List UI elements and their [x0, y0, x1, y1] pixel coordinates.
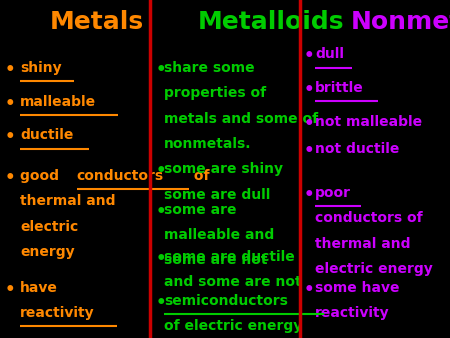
Text: •: • — [4, 281, 15, 298]
Text: properties of: properties of — [164, 86, 266, 100]
Text: brittle: brittle — [315, 81, 364, 95]
Text: semiconductors: semiconductors — [164, 294, 288, 308]
Text: •: • — [4, 61, 15, 79]
Text: •: • — [155, 294, 166, 312]
Text: not malleable: not malleable — [315, 115, 422, 129]
Text: not ductile: not ductile — [315, 142, 400, 156]
Text: •: • — [304, 186, 315, 204]
Text: good: good — [20, 169, 64, 183]
Text: conductors: conductors — [77, 169, 164, 183]
Text: •: • — [304, 47, 315, 65]
Text: •: • — [155, 61, 166, 79]
Text: Metals: Metals — [50, 10, 144, 34]
Text: dull: dull — [315, 47, 344, 61]
Text: nonmetals.: nonmetals. — [164, 137, 252, 151]
Text: •: • — [4, 169, 15, 187]
Text: electric energy: electric energy — [315, 262, 433, 276]
Text: energy: energy — [20, 245, 75, 259]
Text: some have: some have — [315, 281, 400, 294]
Text: thermal and: thermal and — [315, 237, 410, 250]
Text: •: • — [4, 128, 15, 146]
Text: some are not: some are not — [164, 254, 268, 267]
Text: of: of — [189, 169, 210, 183]
Text: reactivity: reactivity — [20, 306, 95, 320]
Text: Metalloids: Metalloids — [198, 10, 345, 34]
Text: •: • — [304, 281, 315, 298]
Text: malleable and: malleable and — [164, 228, 274, 242]
Text: shiny: shiny — [20, 61, 62, 75]
Text: •: • — [155, 203, 166, 221]
Text: •: • — [304, 81, 315, 99]
Text: share some: share some — [164, 61, 255, 75]
Text: of electric energy: of electric energy — [164, 319, 302, 333]
Text: ductile: ductile — [20, 128, 74, 142]
Text: conductors of: conductors of — [315, 211, 423, 225]
Text: some are dull: some are dull — [164, 188, 270, 201]
Text: some are shiny: some are shiny — [164, 162, 283, 176]
Text: malleable: malleable — [20, 95, 96, 108]
Text: some are ductile: some are ductile — [164, 250, 295, 264]
Text: some are: some are — [164, 203, 237, 217]
Text: •: • — [155, 250, 166, 268]
Text: Nonmetals: Nonmetals — [351, 10, 450, 34]
Text: and some are not: and some are not — [164, 275, 302, 289]
Text: poor: poor — [315, 186, 351, 200]
Text: reactivity: reactivity — [315, 306, 390, 320]
Text: metals and some of: metals and some of — [164, 112, 319, 125]
Text: •: • — [155, 162, 166, 180]
Text: •: • — [4, 95, 15, 113]
Text: thermal and: thermal and — [20, 194, 116, 208]
Text: •: • — [304, 115, 315, 133]
Text: electric: electric — [20, 220, 78, 234]
Text: have: have — [20, 281, 58, 294]
Text: •: • — [304, 142, 315, 160]
